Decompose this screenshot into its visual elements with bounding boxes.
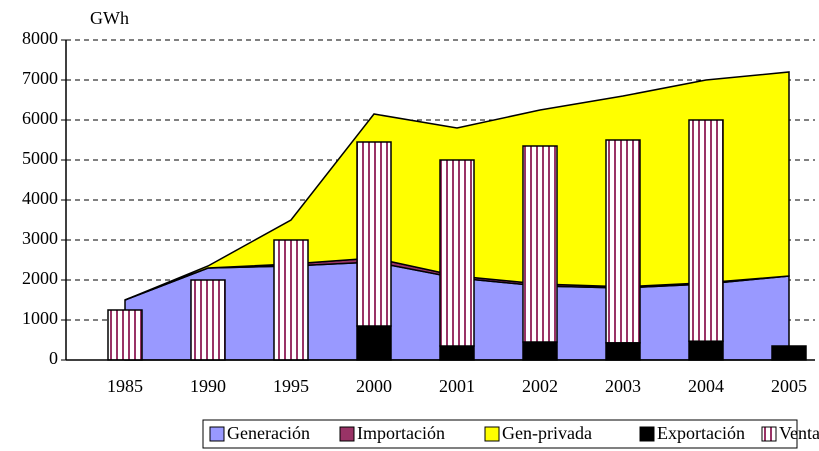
legend-swatch xyxy=(209,426,225,442)
bar xyxy=(439,159,475,347)
x-tick-label: 2005 xyxy=(771,376,807,396)
y-tick-label: 3000 xyxy=(22,228,58,248)
x-tick-label: 1990 xyxy=(190,376,226,396)
bar xyxy=(107,309,143,361)
x-tick-label: 2004 xyxy=(688,376,724,396)
bar xyxy=(356,141,392,327)
bar xyxy=(356,325,392,361)
bar xyxy=(688,119,724,342)
x-tick-label: 2001 xyxy=(439,376,475,396)
legend-label: Exportación xyxy=(657,423,745,443)
x-tick-label: 2000 xyxy=(356,376,392,396)
y-tick-label: 8000 xyxy=(22,28,58,48)
legend-swatch xyxy=(484,426,500,442)
y-tick-label: 2000 xyxy=(22,268,58,288)
y-tick-label: 6000 xyxy=(22,108,58,128)
y-axis-label: GWh xyxy=(90,8,129,28)
y-tick-label: 4000 xyxy=(22,188,58,208)
legend-label: Gen-privada xyxy=(502,423,592,443)
bar xyxy=(439,345,475,361)
bar xyxy=(605,342,641,361)
bar xyxy=(771,345,807,361)
legend-swatch xyxy=(761,426,777,442)
y-tick-label: 1000 xyxy=(22,308,58,328)
legend-swatch xyxy=(339,426,355,442)
legend-label: Ventas xyxy=(779,423,819,443)
y-tick-label: 7000 xyxy=(22,68,58,88)
x-tick-label: 2002 xyxy=(522,376,558,396)
x-tick-label: 1995 xyxy=(273,376,309,396)
bar xyxy=(522,341,558,361)
y-tick-label: 5000 xyxy=(22,148,58,168)
y-tick-label: 0 xyxy=(49,348,58,368)
bar xyxy=(190,279,226,361)
bar xyxy=(273,239,309,361)
legend-label: Importación xyxy=(357,423,445,443)
legend-swatch xyxy=(639,426,655,442)
bar xyxy=(522,145,558,343)
legend-box xyxy=(202,419,798,449)
bar xyxy=(688,340,724,361)
bar xyxy=(605,139,641,344)
legend-label: Generación xyxy=(227,423,310,443)
x-tick-label: 2003 xyxy=(605,376,641,396)
x-tick-label: 1985 xyxy=(107,376,143,396)
